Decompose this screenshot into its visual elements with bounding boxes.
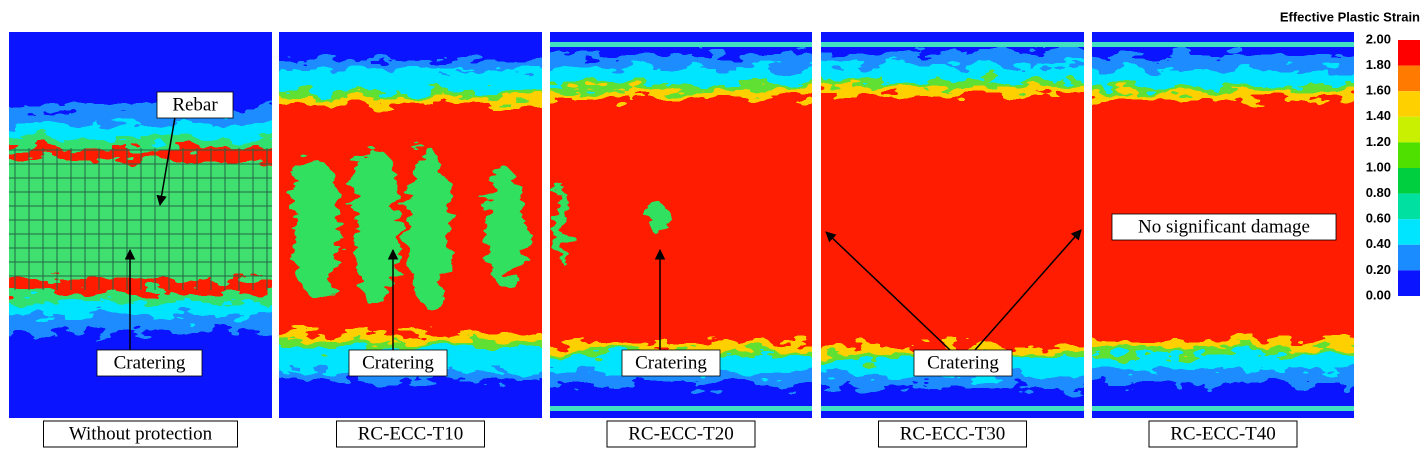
frame-strip xyxy=(821,42,1084,47)
annotation: Rebar xyxy=(172,94,218,115)
frame-strip xyxy=(821,406,1084,411)
colorbar-cell xyxy=(1398,142,1420,168)
annotation-box xyxy=(1111,213,1337,241)
annotation-box xyxy=(96,349,203,377)
colorbar-tick-label: 1.60 xyxy=(1366,83,1391,98)
annotation: No significant damage xyxy=(1138,216,1310,237)
caption-box xyxy=(43,420,238,448)
colorbar-cell xyxy=(1398,168,1420,194)
colorbar-tick-label: 0.60 xyxy=(1366,211,1391,226)
annotation-box xyxy=(621,349,721,377)
frame-strip xyxy=(550,42,812,47)
contour-island xyxy=(649,210,666,234)
frame-strip xyxy=(550,406,812,411)
contour-panel xyxy=(279,32,542,418)
colorbar-tick-label: 0.00 xyxy=(1366,287,1391,302)
contour-layers xyxy=(550,55,812,385)
arrow xyxy=(156,116,176,207)
contour-island xyxy=(291,158,340,298)
annotation: Cratering xyxy=(635,352,707,373)
caption-box xyxy=(1148,420,1298,448)
frame-strip xyxy=(1092,42,1354,47)
contour-island xyxy=(554,182,567,262)
colorbar-cell xyxy=(1398,244,1420,271)
contour-band xyxy=(550,98,812,342)
contour-layers xyxy=(279,60,542,380)
contour-island xyxy=(352,148,401,308)
panel-caption: Without protection xyxy=(69,423,213,444)
colorbar-cell xyxy=(1398,193,1420,220)
caption-box xyxy=(606,420,756,448)
colorbar-tick-label: 2.00 xyxy=(1366,31,1391,46)
frame-strip xyxy=(1092,406,1354,411)
colorbar-tick-label: 1.20 xyxy=(1366,134,1391,149)
colorbar-tick-label: 1.80 xyxy=(1366,57,1391,72)
annotation-box xyxy=(156,91,234,119)
contour-panel xyxy=(821,32,1084,418)
contour-band xyxy=(821,94,1084,346)
colorbar-cell xyxy=(1398,270,1420,296)
panel-caption: RC-ECC-T10 xyxy=(358,423,464,444)
colorbar-cell xyxy=(1398,65,1420,92)
colorbar-title: Effective Plastic Strain xyxy=(1280,9,1420,24)
arrow xyxy=(825,231,951,351)
annotation: Cratering xyxy=(927,352,999,373)
colorbar-cell xyxy=(1398,116,1420,143)
caption-box xyxy=(878,420,1027,448)
annotation-box xyxy=(913,349,1013,377)
colorbar-cell xyxy=(1398,40,1420,66)
contour-island xyxy=(406,148,451,308)
arrow xyxy=(974,229,1082,351)
colorbar-tick-label: 0.80 xyxy=(1366,185,1391,200)
panel-caption: RC-ECC-T40 xyxy=(1170,423,1276,444)
annotation-box xyxy=(348,349,448,377)
panel-caption: RC-ECC-T30 xyxy=(900,423,1006,444)
colorbar-cell xyxy=(1398,91,1420,117)
annotation: Cratering xyxy=(114,352,186,373)
annotation: Cratering xyxy=(362,352,434,373)
colorbar-tick-label: 0.40 xyxy=(1366,236,1391,251)
panel-caption: RC-ECC-T20 xyxy=(628,423,734,444)
contour-panel xyxy=(550,32,812,418)
contour-island xyxy=(485,168,526,288)
caption-box xyxy=(336,420,485,448)
colorbar-cell xyxy=(1398,219,1420,245)
colorbar-tick-label: 1.40 xyxy=(1366,108,1391,123)
contour-layers xyxy=(821,52,1084,388)
colorbar-tick-label: 1.00 xyxy=(1366,159,1391,174)
colorbar-tick-label: 0.20 xyxy=(1366,262,1391,277)
